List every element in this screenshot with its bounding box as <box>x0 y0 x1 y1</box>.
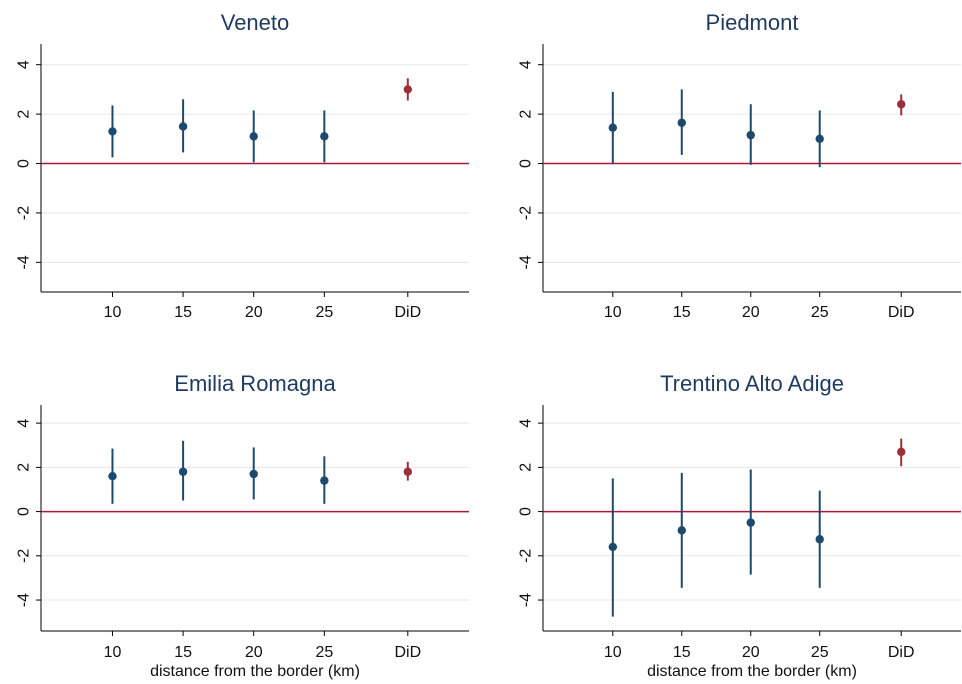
y-tick-label: -4 <box>518 593 535 607</box>
y-tick-label: 4 <box>518 60 535 69</box>
panel-title: Trentino Alto Adige <box>660 371 844 396</box>
panel-title: Piedmont <box>706 10 799 35</box>
did-estimate-point <box>403 467 412 476</box>
x-tick-label: 10 <box>104 644 122 661</box>
y-tick-label: 0 <box>16 159 33 168</box>
panel-title: Veneto <box>221 10 290 35</box>
y-tick-label: -2 <box>16 549 33 563</box>
estimate-point <box>178 122 188 131</box>
x-tick-label: 15 <box>673 644 691 661</box>
x-tick-label: 10 <box>104 304 122 321</box>
estimate-point <box>108 127 117 136</box>
estimate-point <box>608 123 618 132</box>
y-tick-label: 2 <box>518 463 535 472</box>
x-tick-label: 25 <box>811 304 829 321</box>
estimate-point <box>108 471 117 481</box>
x-tick-label: DiD <box>888 644 915 661</box>
y-tick-label: -4 <box>16 255 33 269</box>
x-tick-label: 20 <box>245 644 263 661</box>
x-tick-label: 20 <box>742 304 760 321</box>
x-tick-label: 20 <box>742 644 760 661</box>
x-tick-label: DiD <box>888 304 915 321</box>
x-tick-label: 15 <box>174 644 192 661</box>
y-tick-label: 4 <box>16 419 33 428</box>
y-tick-label: 0 <box>518 159 535 168</box>
estimate-point <box>320 132 329 141</box>
estimate-point <box>178 467 188 476</box>
estimate-point <box>249 132 258 141</box>
estimate-point <box>677 118 686 127</box>
x-axis-title: distance from the border (km) <box>150 663 360 680</box>
y-tick-label: 4 <box>518 419 535 428</box>
estimate-point <box>815 535 824 544</box>
y-tick-label: 0 <box>16 507 33 516</box>
estimate-point <box>815 134 824 144</box>
x-tick-label: DiD <box>394 304 421 321</box>
did-estimate-point <box>897 100 906 109</box>
x-tick-label: 10 <box>604 644 622 661</box>
x-tick-label: 25 <box>315 644 333 661</box>
estimate-point <box>608 542 618 552</box>
y-tick-label: 4 <box>16 60 33 69</box>
x-tick-label: 25 <box>811 644 829 661</box>
did-estimate-point <box>897 447 906 457</box>
estimate-point <box>746 518 755 527</box>
x-tick-label: 15 <box>174 304 192 321</box>
x-tick-label: DiD <box>394 644 421 661</box>
y-tick-label: -2 <box>518 549 535 563</box>
estimate-point <box>746 130 755 140</box>
estimate-point <box>249 469 258 479</box>
x-tick-label: 10 <box>604 304 622 321</box>
estimate-point <box>320 476 329 485</box>
panel-title: Emilia Romagna <box>174 371 336 396</box>
y-tick-label: 2 <box>518 110 535 119</box>
x-tick-label: 25 <box>315 304 333 321</box>
y-tick-label: -2 <box>518 206 535 220</box>
x-axis-title: distance from the border (km) <box>647 663 857 680</box>
y-tick-label: 2 <box>16 110 33 119</box>
y-tick-label: -2 <box>16 206 33 220</box>
x-tick-label: 15 <box>673 304 691 321</box>
y-tick-label: -4 <box>16 593 33 607</box>
x-tick-label: 20 <box>245 304 263 321</box>
estimate-point <box>677 526 686 535</box>
y-tick-label: -4 <box>518 255 535 269</box>
did-estimate-point <box>403 85 412 94</box>
y-tick-label: 0 <box>518 507 535 516</box>
y-tick-label: 2 <box>16 463 33 472</box>
